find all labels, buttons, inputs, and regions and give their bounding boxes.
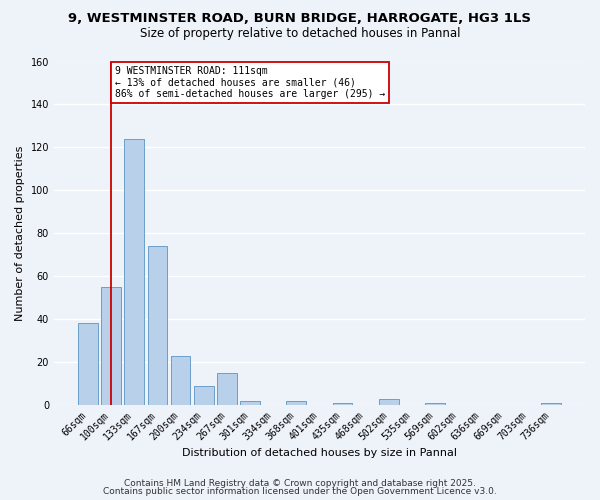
Bar: [333, 403, 352, 405]
Bar: [425, 403, 445, 405]
Bar: [170, 356, 190, 405]
Text: Size of property relative to detached houses in Pannal: Size of property relative to detached ho…: [140, 28, 460, 40]
Bar: [217, 373, 236, 405]
X-axis label: Distribution of detached houses by size in Pannal: Distribution of detached houses by size …: [182, 448, 457, 458]
Text: 9, WESTMINSTER ROAD, BURN BRIDGE, HARROGATE, HG3 1LS: 9, WESTMINSTER ROAD, BURN BRIDGE, HARROG…: [68, 12, 532, 26]
Bar: [148, 246, 167, 405]
Text: Contains public sector information licensed under the Open Government Licence v3: Contains public sector information licen…: [103, 487, 497, 496]
Text: 9 WESTMINSTER ROAD: 111sqm
← 13% of detached houses are smaller (46)
86% of semi: 9 WESTMINSTER ROAD: 111sqm ← 13% of deta…: [115, 66, 385, 99]
Bar: [194, 386, 214, 405]
Bar: [240, 401, 260, 405]
Bar: [541, 403, 561, 405]
Bar: [379, 398, 399, 405]
Bar: [78, 324, 98, 405]
Bar: [286, 401, 306, 405]
Bar: [101, 287, 121, 405]
Text: Contains HM Land Registry data © Crown copyright and database right 2025.: Contains HM Land Registry data © Crown c…: [124, 478, 476, 488]
Y-axis label: Number of detached properties: Number of detached properties: [15, 146, 25, 321]
Bar: [124, 139, 144, 405]
